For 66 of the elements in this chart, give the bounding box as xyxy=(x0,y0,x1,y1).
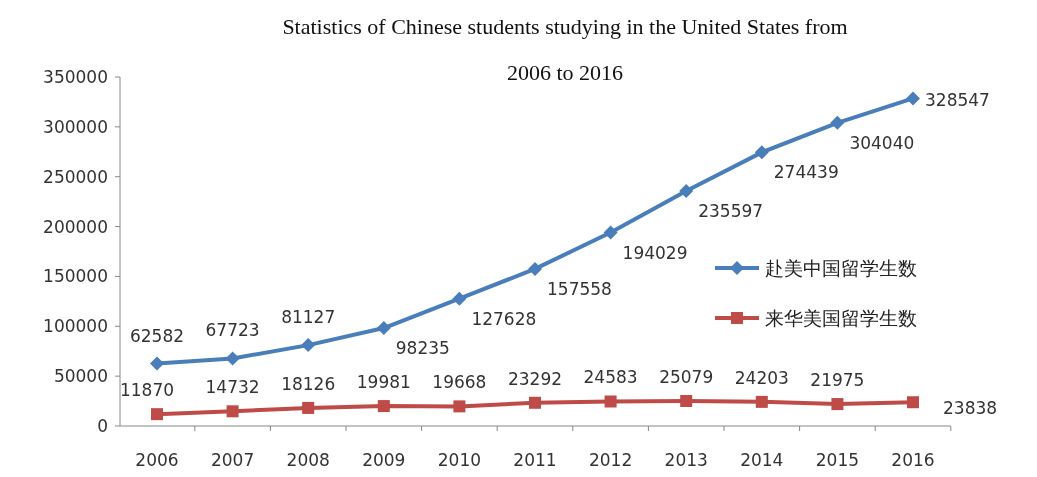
point xyxy=(679,184,694,199)
x-tick-label: 2006 xyxy=(135,450,179,470)
x-tick-label: 2009 xyxy=(362,450,406,470)
data-label: 21975 xyxy=(810,370,865,391)
x-tick-label: 2014 xyxy=(740,450,784,470)
title: Statistics of Chinese students studying in the United States from 2006 to 2016 xyxy=(282,14,848,85)
y-tick-label: 300000 xyxy=(43,116,108,137)
data-label: 23292 xyxy=(507,368,563,389)
point xyxy=(754,145,769,160)
data-label: 98235 xyxy=(395,338,450,359)
point xyxy=(603,225,618,240)
data-label: 19981 xyxy=(356,372,411,393)
y-tick-label: 250000 xyxy=(43,166,108,187)
x-tick-label: 2010 xyxy=(437,450,482,470)
point xyxy=(151,408,163,421)
y-tick-label: 150000 xyxy=(43,266,108,287)
point xyxy=(226,405,239,418)
point xyxy=(755,395,768,408)
point xyxy=(831,398,844,411)
data-label: 67723 xyxy=(205,320,260,341)
point xyxy=(301,338,316,353)
x-tick-label: 2016 xyxy=(891,450,935,470)
data-label: 25079 xyxy=(659,366,714,387)
data-label: 328547 xyxy=(925,90,990,111)
data-label: 304040 xyxy=(849,132,915,153)
point xyxy=(452,291,467,306)
y-tick-label: 100000 xyxy=(43,316,108,337)
point xyxy=(528,261,542,276)
data-label: 18126 xyxy=(281,373,336,394)
y-tick-label: 0 xyxy=(97,416,108,436)
x-tick-label: 2013 xyxy=(664,450,708,470)
data-label: 81127 xyxy=(281,307,336,328)
legend-label: 赴美中国留学生数 xyxy=(765,257,917,279)
point xyxy=(150,356,164,371)
x-tick-label: 2007 xyxy=(210,450,255,470)
point xyxy=(302,401,315,414)
x-tick-label: 2011 xyxy=(513,450,557,470)
data-label: 127628 xyxy=(471,308,537,329)
data-label: 274439 xyxy=(773,162,839,183)
point xyxy=(453,400,466,413)
point xyxy=(830,115,845,130)
data-label: 14732 xyxy=(205,377,260,398)
data-label: 11870 xyxy=(119,380,175,401)
x-tick-label: 2008 xyxy=(286,450,330,470)
point xyxy=(907,396,919,409)
y-tick-label: 50000 xyxy=(53,366,108,387)
point xyxy=(225,351,240,366)
data-label: 24583 xyxy=(583,367,638,388)
data-label: 157558 xyxy=(547,278,612,299)
data-label: 24203 xyxy=(734,367,789,388)
data-label: 235597 xyxy=(698,201,764,222)
data-label: 19668 xyxy=(432,372,487,393)
point xyxy=(376,321,391,336)
data-label: 62582 xyxy=(129,325,185,346)
point xyxy=(906,91,920,106)
data-label: 194029 xyxy=(622,242,688,263)
point xyxy=(680,394,693,407)
y-tick-label: 200000 xyxy=(43,216,108,237)
point xyxy=(377,400,390,413)
data-label: 23838 xyxy=(943,398,998,419)
point xyxy=(604,395,617,408)
x-tick-label: 2012 xyxy=(588,450,633,470)
legend-label: 来华美国留学生数 xyxy=(765,307,917,329)
x-tick-label: 2015 xyxy=(815,450,860,470)
y-tick-label: 350000 xyxy=(43,67,108,87)
point xyxy=(529,396,541,409)
